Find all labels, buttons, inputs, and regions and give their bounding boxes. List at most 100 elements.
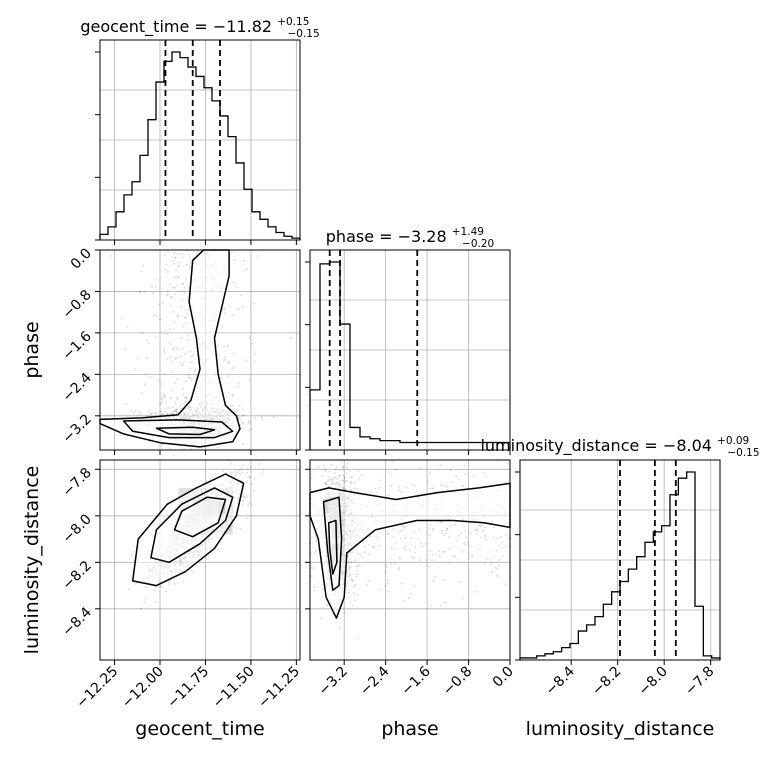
- sample-point: [169, 412, 172, 415]
- sample-point: [356, 569, 359, 572]
- sample-point: [242, 464, 245, 467]
- sample-point: [158, 303, 161, 306]
- sample-point: [327, 476, 330, 479]
- sample-point: [492, 537, 495, 540]
- sample-point: [335, 483, 338, 486]
- sample-point: [339, 484, 341, 487]
- sample-point: [229, 471, 232, 473]
- sample-point: [451, 523, 454, 526]
- sample-point: [189, 265, 192, 268]
- sample-point: [345, 480, 348, 482]
- sample-point: [174, 293, 177, 296]
- sample-point: [229, 528, 232, 531]
- sample-point: [166, 358, 168, 361]
- sample-point: [149, 412, 152, 415]
- sample-point: [232, 394, 235, 397]
- sample-point: [176, 398, 179, 401]
- sample-point: [416, 537, 419, 540]
- sample-point: [313, 552, 316, 555]
- sample-point: [479, 524, 482, 527]
- sample-point: [187, 374, 190, 377]
- sample-point: [343, 475, 346, 478]
- sample-point: [173, 276, 176, 279]
- sample-point: [179, 253, 182, 256]
- sample-point: [241, 422, 243, 424]
- sample-point: [171, 286, 174, 289]
- sample-point: [176, 314, 179, 317]
- sample-point: [352, 605, 355, 608]
- sample-point: [391, 535, 394, 538]
- sample-point: [183, 402, 186, 405]
- sample-point: [353, 481, 356, 484]
- sample-point: [167, 580, 170, 583]
- xtick-label-phase: −1.6: [399, 663, 434, 698]
- sample-point: [272, 416, 275, 419]
- sample-point: [140, 412, 143, 415]
- sample-point: [440, 532, 443, 534]
- sample-point: [455, 475, 458, 478]
- sample-point: [170, 371, 173, 374]
- sample-point: [313, 589, 316, 592]
- panel-frames: [99, 39, 721, 661]
- title-geocent-time-minus: −0.15: [287, 28, 319, 40]
- sample-point: [162, 392, 165, 395]
- sample-point: [498, 558, 501, 561]
- title-luminosity-distance-minus: −0.15: [727, 447, 759, 459]
- sample-point: [346, 466, 348, 469]
- sample-point: [174, 256, 177, 259]
- title-phase-plus: +1.49: [452, 226, 484, 238]
- ylabel-luminosity-distance: luminosity_distance: [21, 466, 43, 655]
- panel-frame-phase: [309, 249, 511, 451]
- sample-point: [182, 393, 184, 396]
- sample-point: [142, 264, 145, 267]
- sample-point: [489, 564, 492, 566]
- sample-point: [390, 484, 393, 487]
- sample-point: [238, 404, 241, 407]
- sample-point: [140, 607, 142, 610]
- sample-point: [161, 412, 164, 415]
- sample-point: [222, 359, 225, 362]
- sample-point: [428, 565, 431, 568]
- sample-point: [154, 285, 157, 288]
- sample-point: [241, 408, 244, 411]
- sample-point: [242, 504, 244, 507]
- sample-point: [171, 412, 174, 415]
- sample-point: [192, 571, 195, 573]
- sample-point: [261, 418, 264, 421]
- sample-point: [353, 585, 356, 588]
- sample-point: [240, 468, 243, 471]
- sample-point: [432, 527, 435, 530]
- sample-point: [443, 534, 446, 537]
- sample-point: [249, 420, 252, 423]
- sample-point: [134, 582, 137, 585]
- sample-point: [368, 579, 371, 582]
- sample-point: [480, 530, 483, 533]
- sample-point: [232, 366, 235, 369]
- sample-point: [242, 259, 245, 262]
- panel-frame-geocent-time: [99, 39, 301, 241]
- sample-point: [167, 271, 169, 273]
- sample-point: [420, 542, 423, 545]
- sample-point: [495, 549, 498, 552]
- sample-point: [229, 305, 232, 308]
- sample-point: [182, 387, 184, 390]
- sample-point: [425, 543, 428, 545]
- sample-point: [411, 483, 414, 486]
- sample-point: [136, 357, 139, 360]
- sample-point: [174, 409, 177, 412]
- sample-point: [414, 551, 416, 554]
- sample-point: [426, 480, 429, 483]
- sample-point: [439, 521, 442, 523]
- sample-point: [172, 348, 175, 351]
- sample-point: [495, 574, 498, 577]
- sample-point: [449, 525, 451, 528]
- sample-point: [250, 427, 253, 430]
- sample-point: [231, 250, 233, 253]
- sample-point: [347, 597, 350, 600]
- xlabel-luminosity-distance: luminosity_distance: [526, 718, 715, 740]
- sample-point: [180, 408, 182, 410]
- xtick-label-phase: 0.0: [490, 664, 517, 691]
- sample-point: [500, 535, 502, 538]
- sample-point: [448, 562, 451, 565]
- sample-point: [165, 407, 168, 410]
